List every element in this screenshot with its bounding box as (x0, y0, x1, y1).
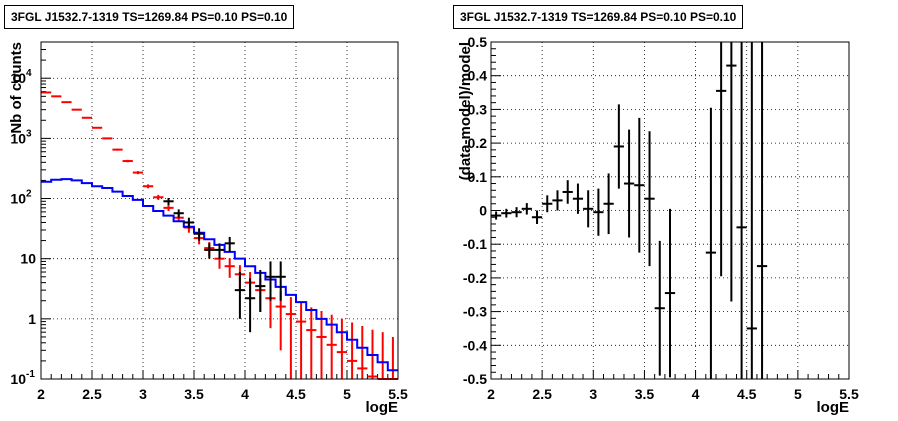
plot-frame (40, 41, 399, 380)
x-tick-label: 4 (692, 386, 700, 402)
y-tick-exponent: -1 (26, 369, 35, 380)
counts-chart-title: 3FGL J1532.7-1319 TS=1269.84 PS=0.10 PS=… (4, 5, 295, 29)
y-tick-label: -0.2 (463, 270, 487, 286)
plot-area (41, 42, 398, 379)
y-tick-label: 0.2 (468, 135, 488, 151)
residual-panel: 2 2.5 3 3.5 4 4.5 5 5.5 -0.5 -0.4 -0.3 -0.2 -0.1 0 0.1… (449, 0, 898, 421)
y-tick-label: -0.4 (463, 337, 487, 353)
y-tick-label: -0.1 (463, 236, 487, 252)
y-tick-label: 0.4 (468, 68, 488, 84)
x-tick-label: 4.5 (286, 386, 306, 402)
x-tick-label: 5.5 (839, 386, 859, 402)
y-axis-label: Nb of counts (8, 42, 25, 134)
x-axis-label: logE (366, 399, 399, 416)
x-tick-label: 5 (343, 386, 351, 402)
x-tick-label: 4.5 (737, 386, 757, 402)
y-tick-label: 10 (10, 70, 26, 86)
y-tick-exponent: 2 (26, 189, 32, 200)
y-tick-label: -0.5 (463, 371, 487, 387)
x-tick-label: 2 (487, 386, 495, 402)
residual-chart: 2 2.5 3 3.5 4 4.5 5 5.5 -0.5 -0.4 -0.3 -0.2 -0.1 0 0.1… (457, 34, 859, 416)
x-tick-label: 3.5 (184, 386, 204, 402)
y-tick-label: 10 (10, 191, 26, 207)
x-axis-label: logE (817, 399, 850, 416)
x-tick-label: 2 (37, 386, 45, 402)
x-tick-label: 2.5 (82, 386, 102, 402)
y-tick-label: -0.3 (463, 304, 487, 320)
x-tick-label: 4 (241, 386, 249, 402)
y-tick-label: 0 (479, 203, 487, 219)
y-tick-label: 0.5 (468, 34, 488, 50)
x-tick-label: 3 (139, 386, 147, 402)
y-tick-exponent: 4 (26, 68, 32, 79)
y-tick-label: 0.3 (468, 101, 488, 117)
x-tick-label: 5 (794, 386, 802, 402)
x-tick-label: 2.5 (532, 386, 552, 402)
y-tick-label: 0.1 (468, 169, 488, 185)
y-tick-label: 1 (28, 311, 36, 327)
y-tick-label: 10 (10, 130, 26, 146)
residual-chart-title: 3FGL J1532.7-1319 TS=1269.84 PS=0.10 PS=… (453, 5, 744, 29)
y-tick-label: 10 (20, 251, 36, 267)
x-tick-label: 5.5 (388, 386, 408, 402)
y-tick-exponent: 3 (26, 128, 32, 139)
plot-frame (490, 41, 850, 380)
x-tick-label: 3 (589, 386, 597, 402)
x-tick-label: 3.5 (635, 386, 655, 402)
y-tick-label: 10 (10, 371, 26, 387)
counts-panel: 2 2.5 3 3.5 4 4.5 5 5.5 10 -1 1 10 10 2 10 3 10 4 logE Nb o… (4, 5, 408, 416)
y-axis-label: (data-model)/model (457, 42, 474, 180)
